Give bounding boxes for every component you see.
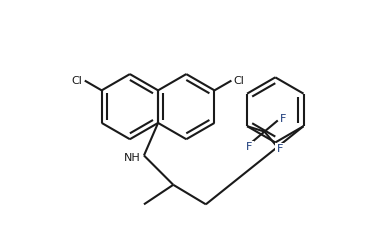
Text: F: F xyxy=(280,114,287,124)
Text: F: F xyxy=(277,144,283,154)
Text: Cl: Cl xyxy=(234,76,245,86)
Text: F: F xyxy=(246,142,252,152)
Text: Cl: Cl xyxy=(72,76,82,86)
Text: NH: NH xyxy=(124,153,141,163)
